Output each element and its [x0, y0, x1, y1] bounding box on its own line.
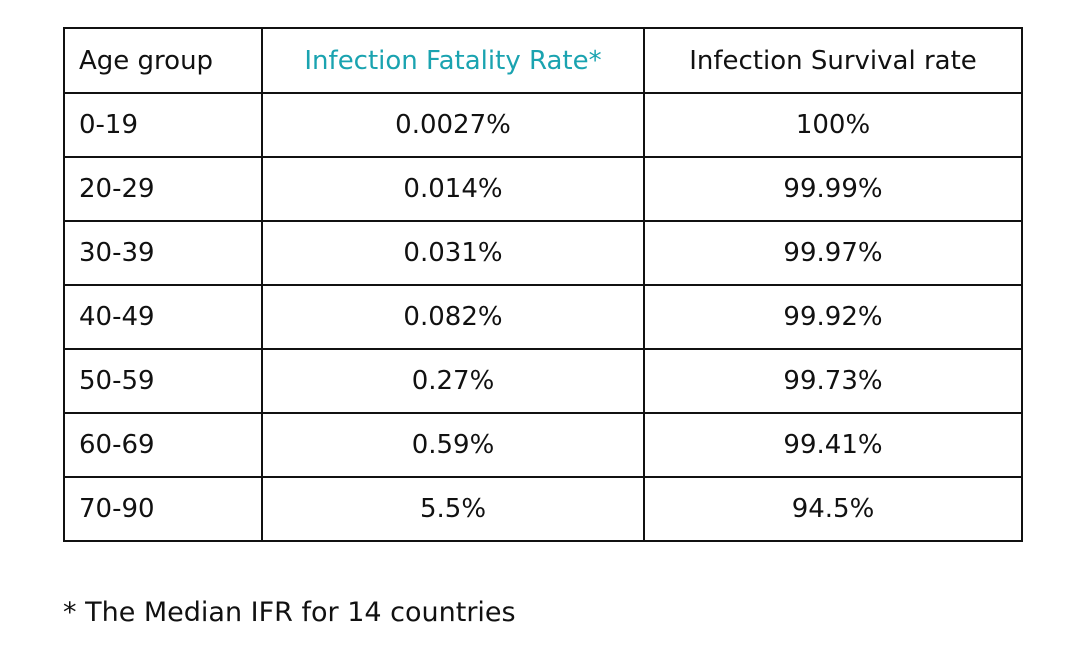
table-header-row: Age group Infection Fatality Rate* Infec…: [63, 27, 1023, 94]
age-group-cell: 30-39: [63, 220, 263, 286]
age-group-cell: 0-19: [63, 92, 263, 158]
table-row: 0-19 0.0027% 100%: [63, 92, 1023, 158]
age-group-cell: 40-49: [63, 284, 263, 350]
survival-cell: 99.97%: [643, 220, 1023, 286]
ifr-cell: 0.014%: [261, 156, 645, 222]
table-row: 50-59 0.27% 99.73%: [63, 348, 1023, 414]
table-row: 20-29 0.014% 99.99%: [63, 156, 1023, 222]
survival-cell: 99.92%: [643, 284, 1023, 350]
ifr-cell: 5.5%: [261, 476, 645, 542]
age-group-cell: 70-90: [63, 476, 263, 542]
ifr-table: Age group Infection Fatality Rate* Infec…: [63, 27, 1023, 542]
age-group-cell: 60-69: [63, 412, 263, 478]
age-group-cell: 50-59: [63, 348, 263, 414]
ifr-cell: 0.27%: [261, 348, 645, 414]
survival-cell: 99.73%: [643, 348, 1023, 414]
ifr-cell: 0.082%: [261, 284, 645, 350]
age-group-cell: 20-29: [63, 156, 263, 222]
header-age-group: Age group: [63, 27, 263, 94]
survival-cell: 94.5%: [643, 476, 1023, 542]
footnote: * The Median IFR for 14 countries: [63, 597, 516, 628]
header-infection-survival-rate: Infection Survival rate: [643, 27, 1023, 94]
header-infection-fatality-rate: Infection Fatality Rate*: [261, 27, 645, 94]
table-row: 40-49 0.082% 99.92%: [63, 284, 1023, 350]
ifr-cell: 0.031%: [261, 220, 645, 286]
table-row: 60-69 0.59% 99.41%: [63, 412, 1023, 478]
table-row: 70-90 5.5% 94.5%: [63, 476, 1023, 542]
table-row: 30-39 0.031% 99.97%: [63, 220, 1023, 286]
survival-cell: 99.41%: [643, 412, 1023, 478]
ifr-cell: 0.59%: [261, 412, 645, 478]
survival-cell: 100%: [643, 92, 1023, 158]
ifr-cell: 0.0027%: [261, 92, 645, 158]
survival-cell: 99.99%: [643, 156, 1023, 222]
